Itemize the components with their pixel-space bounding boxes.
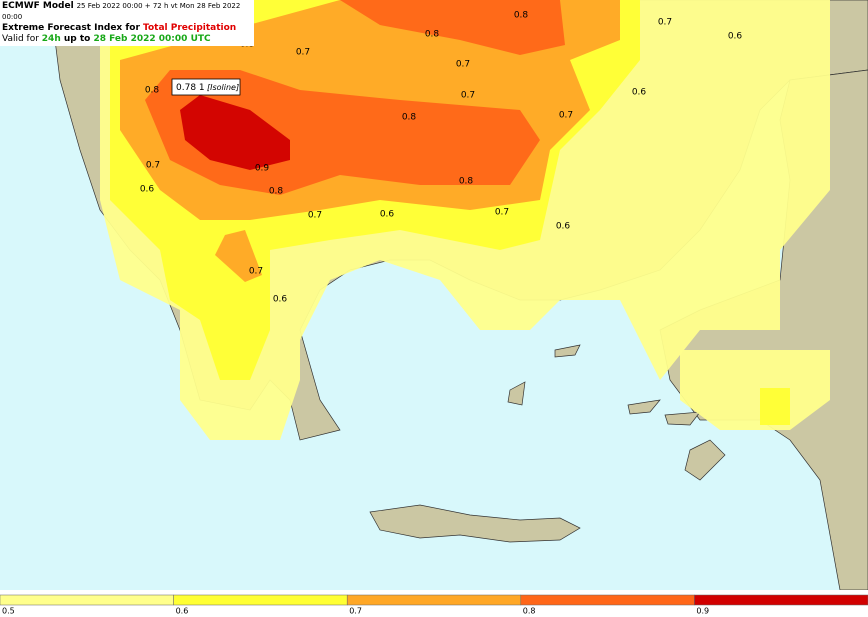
efi-area [680, 350, 830, 430]
island [664, 411, 701, 426]
run: 25 Feb 2022 00:00 + 72 h vt Mon 28 Feb 2… [2, 2, 241, 21]
legend-tick-label: 0.6 [176, 607, 189, 616]
tooltip-tag: [Isoline] [207, 83, 239, 92]
legend-swatch [520, 594, 695, 606]
isoline-label: 0.8 [269, 187, 284, 197]
isoline-label: 0.8 [145, 86, 160, 96]
model: ECMWF Model [2, 1, 74, 11]
isoline-label: 0.7 [461, 91, 475, 101]
tooltip-value: 0.78 1 [176, 83, 205, 93]
header: ECMWF Model 25 Feb 2022 00:00 + 72 h vt … [0, 0, 254, 46]
isoline-label: 0.6 [632, 88, 647, 98]
isoline-label: 0.6 [273, 295, 288, 305]
isoline-label: 0.6 [556, 222, 571, 232]
valid-prefix: Valid for [2, 34, 42, 44]
header-line: Extreme Forecast Index for Total Precipi… [2, 23, 252, 34]
isoline-label: 0.8 [459, 177, 474, 187]
header-line: Valid for 24h up to 28 Feb 2022 00:00 UT… [2, 34, 252, 45]
isoline-label: 0.7 [308, 211, 322, 221]
header-line: ECMWF Model 25 Feb 2022 00:00 + 72 h vt … [2, 1, 252, 23]
island [627, 399, 661, 415]
isoline-label: 0.8 [514, 11, 529, 21]
isoline-label: 0.9 [255, 164, 270, 174]
isoline-labels: 0.8 0.7 0.6 0.8 0.7 0.8 0.7 0.8 0.6 0.7 0.8 0.7 0.7 0… [140, 11, 743, 305]
isoline-label: 0.8 [402, 113, 417, 123]
isoline-label: 0.6 [728, 32, 743, 42]
legend: 0.5 0.6 0.7 0.8 0.9 [0, 594, 868, 616]
legend-swatch [346, 594, 522, 606]
isoline-label: 0.7 [658, 18, 672, 28]
island [507, 381, 526, 406]
isoline-label: 0.7 [559, 111, 573, 121]
legend-tick-label: 0.9 [696, 607, 709, 616]
isoline-label: 0.7 [495, 208, 509, 218]
tooltip-box [171, 78, 241, 96]
isoline-label: 0.7 [249, 267, 263, 277]
valid-mid: up to [60, 34, 94, 44]
valid-period: 24h [41, 34, 61, 44]
legend-tick-label: 0.5 [2, 607, 15, 616]
efi-area [760, 388, 790, 425]
legend-swatch [0, 594, 174, 606]
efi-area [180, 95, 290, 170]
isoline-label: 0.7 [456, 60, 470, 70]
title-param: Total Precipitation [143, 23, 237, 33]
legend-tick-label: 0.8 [523, 607, 536, 616]
island [554, 344, 581, 358]
rhodes [684, 439, 726, 481]
legend-swatch [173, 594, 348, 606]
efi-area [215, 230, 262, 282]
isoline-label: 0.7 [296, 48, 310, 58]
isoline-label: 0.8 [425, 30, 440, 40]
legend-swatch [694, 594, 868, 606]
efi-shading [100, 0, 830, 440]
isoline-label: 0.6 [140, 185, 155, 195]
valid-time: 28 Feb 2022 00:00 UTC [93, 34, 211, 44]
legend-tick-label: 0.7 [349, 607, 362, 616]
efi-area [340, 0, 565, 55]
isoline-label: 0.6 [380, 210, 395, 220]
isoline-label: 0.7 [146, 161, 160, 171]
crete [369, 504, 581, 543]
title-prefix: Extreme Forecast Index for [2, 23, 144, 33]
